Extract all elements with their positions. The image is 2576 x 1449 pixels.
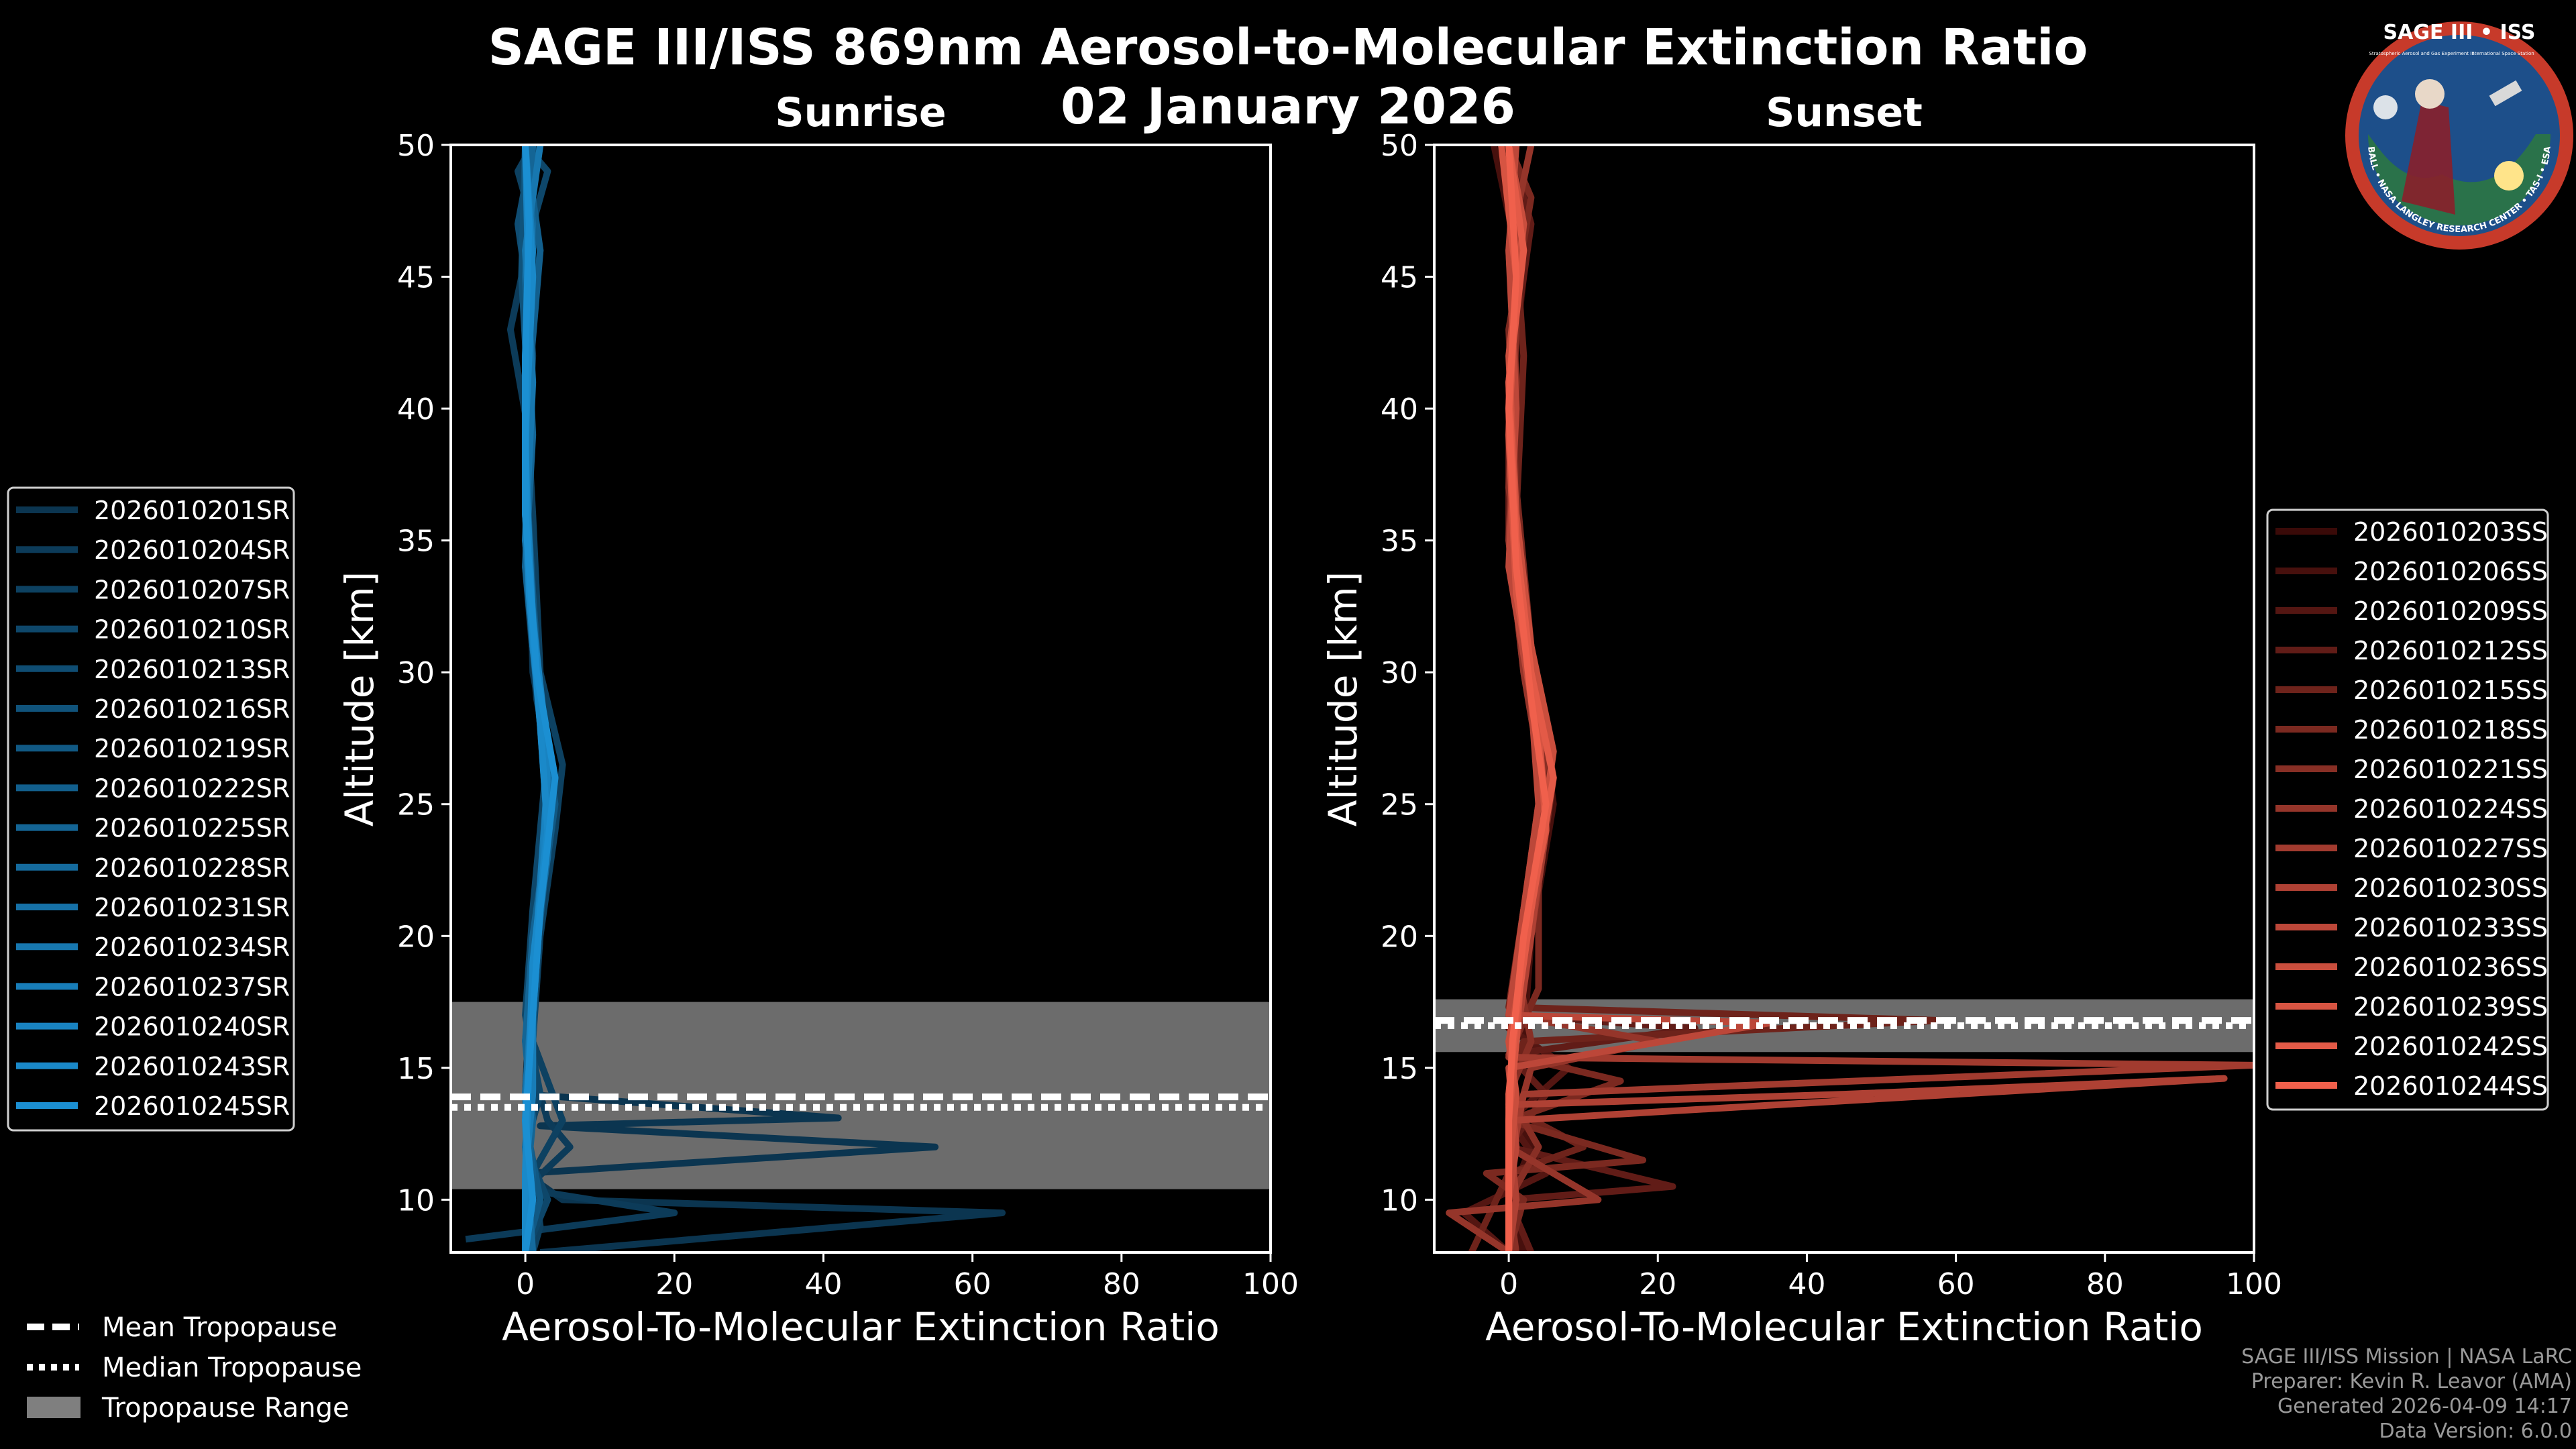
sunset-xtick-label: 20 <box>1639 1267 1676 1301</box>
legend-label-2026010209SS: 2026010209SS <box>2353 596 2548 626</box>
sunrise-ytick-label: 50 <box>397 129 435 163</box>
sunset-profile-2026010230SS <box>1505 145 2228 1252</box>
sunrise-xtick-label: 60 <box>954 1267 991 1301</box>
sunset-xtick-label: 40 <box>1788 1267 1825 1301</box>
sunset-profile-2026010244SS <box>1505 145 1550 1252</box>
sunset-xtick-label: 60 <box>1937 1267 1975 1301</box>
sunset-profile-2026010224SS <box>1446 145 1662 1252</box>
sunset-ylabel: Altitude [km] <box>1320 572 1366 826</box>
sunrise-xtick-label: 80 <box>1103 1267 1140 1301</box>
legend-label-2026010234SR: 2026010234SR <box>94 932 290 962</box>
legend-label-2026010231SR: 2026010231SR <box>94 893 290 922</box>
sunset-xtick-label: 0 <box>1499 1267 1518 1301</box>
date-title: 02 January 2026 <box>1061 78 1515 136</box>
sunset-ytick-label: 35 <box>1381 525 1418 559</box>
legend-label-2026010243SR: 2026010243SR <box>94 1052 290 1081</box>
sunset-plot-frame <box>1433 144 2255 1254</box>
footer-generated: Generated 2026-04-09 14:17 <box>2277 1395 2572 1418</box>
sunrise-xtick-label: 40 <box>804 1267 842 1301</box>
legend-label-2026010219SR: 2026010219SR <box>94 734 290 763</box>
main-title: SAGE III/ISS 869nm Aerosol-to-Molecular … <box>488 19 2088 76</box>
footer-data-version: Data Version: 6.0.0 <box>2379 1419 2572 1443</box>
legend-label-2026010236SS: 2026010236SS <box>2353 953 2548 982</box>
sunrise-plot-frame <box>449 144 1272 1254</box>
sunrise-ytick-label: 45 <box>397 261 435 295</box>
footer-mission: SAGE III/ISS Mission | NASA LaRC <box>2241 1345 2572 1368</box>
sunrise-ytick-label: 25 <box>397 788 435 822</box>
legend-label-2026010240SR: 2026010240SR <box>94 1012 290 1042</box>
legend-label-2026010207SR: 2026010207SR <box>94 575 290 604</box>
sunrise-ytick-label: 15 <box>397 1052 435 1086</box>
legend-label-2026010221SS: 2026010221SS <box>2353 755 2548 784</box>
sunset-profiles <box>1446 145 2254 1252</box>
tropopause-range-swatch <box>27 1397 80 1418</box>
legend-label-2026010224SS: 2026010224SS <box>2353 794 2548 824</box>
sunset-ytick-label: 25 <box>1381 788 1418 822</box>
footer-credits: SAGE III/ISS Mission | NASA LaRC Prepare… <box>2241 1344 2572 1444</box>
legend-label-2026010230SS: 2026010230SS <box>2353 873 2548 903</box>
mean-tropopause-label: Mean Tropopause <box>102 1312 337 1343</box>
sunset-ytick-label: 40 <box>1381 392 1418 427</box>
legend-label-2026010245SR: 2026010245SR <box>94 1091 290 1121</box>
legend-label-2026010210SR: 2026010210SR <box>94 615 290 645</box>
legend-label-2026010242SS: 2026010242SS <box>2353 1032 2548 1061</box>
sunset-xtick-label: 80 <box>2086 1267 2124 1301</box>
tropopause-legend: Mean Tropopause Median Tropopause Tropop… <box>27 1312 362 1424</box>
tropopause-range-label: Tropopause Range <box>101 1393 350 1424</box>
median-tropopause-label: Median Tropopause <box>102 1352 362 1383</box>
sunrise-ytick-label: 20 <box>397 920 435 954</box>
sunset-ytick-label: 15 <box>1381 1052 1418 1086</box>
legend-label-2026010215SS: 2026010215SS <box>2353 676 2548 705</box>
sunrise-profile-2026010245SR <box>522 145 559 1252</box>
sunrise-ytick-label: 35 <box>397 525 435 559</box>
sunset-legend: 2026010203SS 2026010206SS 2026010209SS 2026… <box>2266 508 2549 1111</box>
sunrise-xlabel: Aerosol-To-Molecular Extinction Ratio <box>502 1304 1220 1350</box>
sunset-axes: 0 20 40 60 80 100 10 15 20 25 30 35 40 45 50 <box>1381 129 2282 1301</box>
sunrise-subtitle: Sunrise <box>775 89 946 136</box>
legend-label-2026010206SS: 2026010206SS <box>2353 557 2548 586</box>
logo-subtitle-left: Stratospheric Aerosol and Gas Experiment… <box>2369 51 2474 56</box>
sunrise-profiles <box>465 145 1006 1252</box>
legend-label-2026010222SR: 2026010222SR <box>94 773 290 803</box>
sunrise-ylabel: Altitude [km] <box>337 572 382 826</box>
legend-label-2026010216SR: 2026010216SR <box>94 694 290 724</box>
legend-label-2026010237SR: 2026010237SR <box>94 972 290 1002</box>
sunrise-xtick-label: 20 <box>655 1267 693 1301</box>
footer-preparer: Preparer: Kevin R. Leavor (AMA) <box>2251 1370 2572 1393</box>
sunset-ytick-label: 50 <box>1381 129 1418 163</box>
logo-subtitle-right: International Space Station <box>2470 51 2534 56</box>
legend-label-2026010228SR: 2026010228SR <box>94 853 290 883</box>
sunrise-xtick-label: 100 <box>1242 1267 1299 1301</box>
legend-label-2026010244SS: 2026010244SS <box>2353 1071 2548 1101</box>
legend-label-2026010203SS: 2026010203SS <box>2353 517 2548 547</box>
logo-title: SAGE III • ISS <box>2383 21 2536 44</box>
sunrise-ytick-label: 40 <box>397 392 435 427</box>
legend-label-2026010204SR: 2026010204SR <box>94 535 290 565</box>
sunrise-legend: 2026010201SR 2026010204SR 2026010207SR 2026… <box>7 486 295 1132</box>
legend-label-2026010227SS: 2026010227SS <box>2353 834 2548 863</box>
sunset-ytick-label: 30 <box>1381 656 1418 690</box>
legend-label-2026010233SS: 2026010233SS <box>2353 913 2548 943</box>
sunrise-ytick-label: 30 <box>397 656 435 690</box>
sunset-xtick-label: 100 <box>2226 1267 2282 1301</box>
sunset-profile-2026010233SS <box>1505 145 1773 1252</box>
legend-label-2026010239SS: 2026010239SS <box>2353 992 2548 1022</box>
sunset-ytick-label: 20 <box>1381 920 1418 954</box>
sunrise-xtick-label: 0 <box>516 1267 535 1301</box>
sunset-ytick-label: 45 <box>1381 261 1418 295</box>
legend-label-2026010212SS: 2026010212SS <box>2353 636 2548 665</box>
sunrise-panel: 0 20 40 60 80 100 10 15 20 25 30 35 40 45 50 Aerosol-T… <box>337 129 1299 1350</box>
legend-label-2026010225SR: 2026010225SR <box>94 814 290 843</box>
legend-label-2026010213SR: 2026010213SR <box>94 655 290 684</box>
sunset-ytick-label: 10 <box>1381 1183 1418 1218</box>
sunrise-ytick-label: 10 <box>397 1183 435 1218</box>
sunrise-axes: 0 20 40 60 80 100 10 15 20 25 30 35 40 45 50 <box>397 129 1299 1301</box>
legend-label-2026010218SS: 2026010218SS <box>2353 715 2548 745</box>
sage-logo: SAGE III • ISS Stratospheric Aerosol and… <box>2345 21 2573 250</box>
sunset-panel: 0 20 40 60 80 100 10 15 20 25 30 35 40 45 50 Aerosol-T… <box>1320 129 2282 1350</box>
sunset-xlabel: Aerosol-To-Molecular Extinction Ratio <box>1485 1304 2203 1350</box>
sunset-subtitle: Sunset <box>1766 89 1923 136</box>
legend-label-2026010201SR: 2026010201SR <box>94 496 290 525</box>
